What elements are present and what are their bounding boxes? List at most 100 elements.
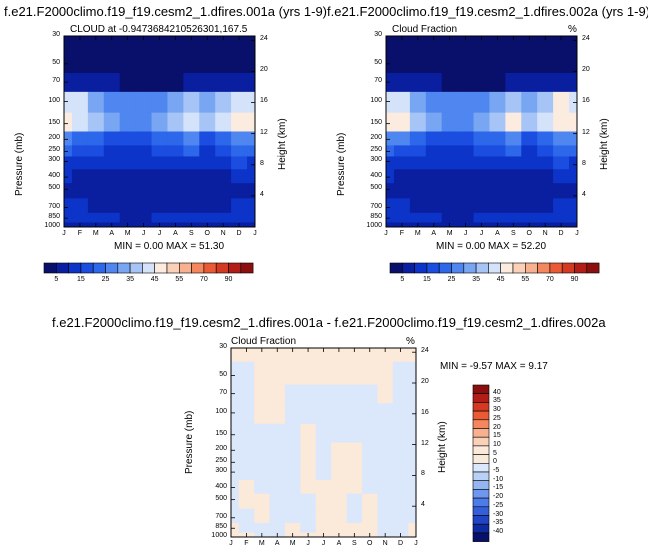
p3-colorbar-label: 10 [493, 440, 501, 448]
p1-cell [87, 91, 105, 114]
p1-cell [87, 36, 105, 51]
p2-month-tick: J [575, 230, 579, 237]
p3-cell [315, 423, 332, 443]
p1-cell [71, 198, 89, 214]
p3-height-tick: 20 [421, 378, 429, 385]
p2-cell [489, 49, 506, 74]
panel3-left-label: Cloud Fraction [231, 336, 297, 347]
p2-cell [489, 212, 506, 224]
p1-cell [71, 91, 89, 114]
p3-cell [315, 508, 332, 524]
p1-month-tick: O [204, 230, 210, 237]
p3-pressure-tick: 150 [215, 429, 227, 437]
p3-cell [238, 508, 255, 524]
p3-cell [284, 348, 301, 363]
p2-colorbar-box [401, 262, 415, 274]
panel1-ylabel: Pressure (mb) [14, 132, 25, 196]
p3-cell [392, 523, 409, 534]
p3-cell [315, 442, 332, 457]
p2-colorbar-box [574, 262, 588, 274]
p1-cell [183, 183, 200, 199]
p1-cell [119, 183, 137, 199]
p3-cell [238, 467, 255, 481]
p1-pressure-tick: 30 [52, 31, 60, 38]
p1-cell [231, 183, 248, 199]
p2-pressure-tick: 100 [370, 96, 382, 104]
p2-cell [553, 112, 570, 132]
p3-cell [362, 442, 378, 457]
p3-cell [377, 403, 394, 425]
p2-cell [441, 183, 459, 199]
p1-cell [183, 72, 200, 93]
p1-cell [151, 183, 168, 199]
p3-colorbar-box [472, 532, 490, 542]
p1-cell [87, 49, 105, 74]
p2-cell [393, 72, 411, 93]
p1-cell [199, 145, 216, 157]
p3-cell [238, 361, 255, 386]
panel1-left-label: CLOUD at -0.9473684210526301,167.5 [70, 24, 248, 35]
p1-cell [151, 156, 168, 170]
p3-colorbar-box [472, 497, 490, 508]
p3-cell [269, 467, 286, 481]
p3-cell [284, 442, 301, 457]
p1-colorbar-box [154, 262, 168, 274]
p2-cell [425, 183, 443, 199]
p1-colorbar-box [228, 262, 242, 274]
p1-cell [247, 72, 255, 93]
p2-cell [569, 112, 577, 132]
p3-cell [362, 508, 378, 524]
p2-cell [386, 72, 395, 93]
p1-pressure-tick: 200 [48, 134, 60, 142]
p2-cell [409, 131, 427, 146]
p2-cell [489, 198, 506, 214]
p2-cell [409, 145, 427, 157]
p1-cell [135, 212, 153, 224]
p1-cell [71, 212, 89, 224]
p3-cell [284, 467, 301, 481]
p1-cell [151, 212, 168, 224]
p3-cell [254, 384, 271, 404]
p3-cell [392, 493, 409, 510]
p1-cell [135, 49, 153, 74]
p2-colorbar-label: 25 [447, 276, 456, 283]
p2-cell [473, 198, 490, 214]
p1-cell [64, 169, 73, 184]
p3-cell [377, 479, 394, 495]
p1-cell [119, 145, 137, 157]
p2-cell [409, 91, 427, 114]
p2-cell [505, 91, 522, 114]
p3-colorbar-box [472, 419, 490, 429]
p3-cell [408, 479, 416, 495]
p1-colorbar-box [55, 262, 69, 274]
p2-colorbar-box [438, 262, 452, 274]
p1-cell [247, 131, 255, 146]
p3-cell [231, 348, 240, 363]
p1-cell [103, 198, 121, 214]
p2-cell [386, 156, 395, 170]
p2-colorbar-box [524, 262, 538, 274]
p1-cell [135, 36, 153, 51]
p2-cell [393, 145, 411, 157]
p3-cell [300, 479, 317, 495]
p3-colorbar-label: 30 [493, 406, 501, 414]
p1-colorbar-box [166, 262, 180, 274]
p2-cell [386, 183, 395, 199]
p1-cell [135, 156, 153, 170]
p3-cell [346, 479, 363, 495]
p3-colorbar-box [472, 462, 490, 473]
p2-colorbar-label: 35 [472, 276, 480, 283]
p2-cell [521, 169, 538, 184]
p3-cell [254, 456, 271, 468]
p3-colorbar-box [472, 402, 490, 412]
p3-cell [284, 456, 301, 468]
p2-cell [537, 198, 554, 214]
p1-cell [71, 36, 89, 51]
p1-cell [103, 169, 121, 184]
p1-pressure-tick: 1000 [44, 222, 60, 229]
p2-month-tick: J [384, 230, 388, 237]
p2-cell [457, 169, 475, 184]
p3-cell [231, 479, 240, 495]
p2-cell [393, 169, 411, 184]
